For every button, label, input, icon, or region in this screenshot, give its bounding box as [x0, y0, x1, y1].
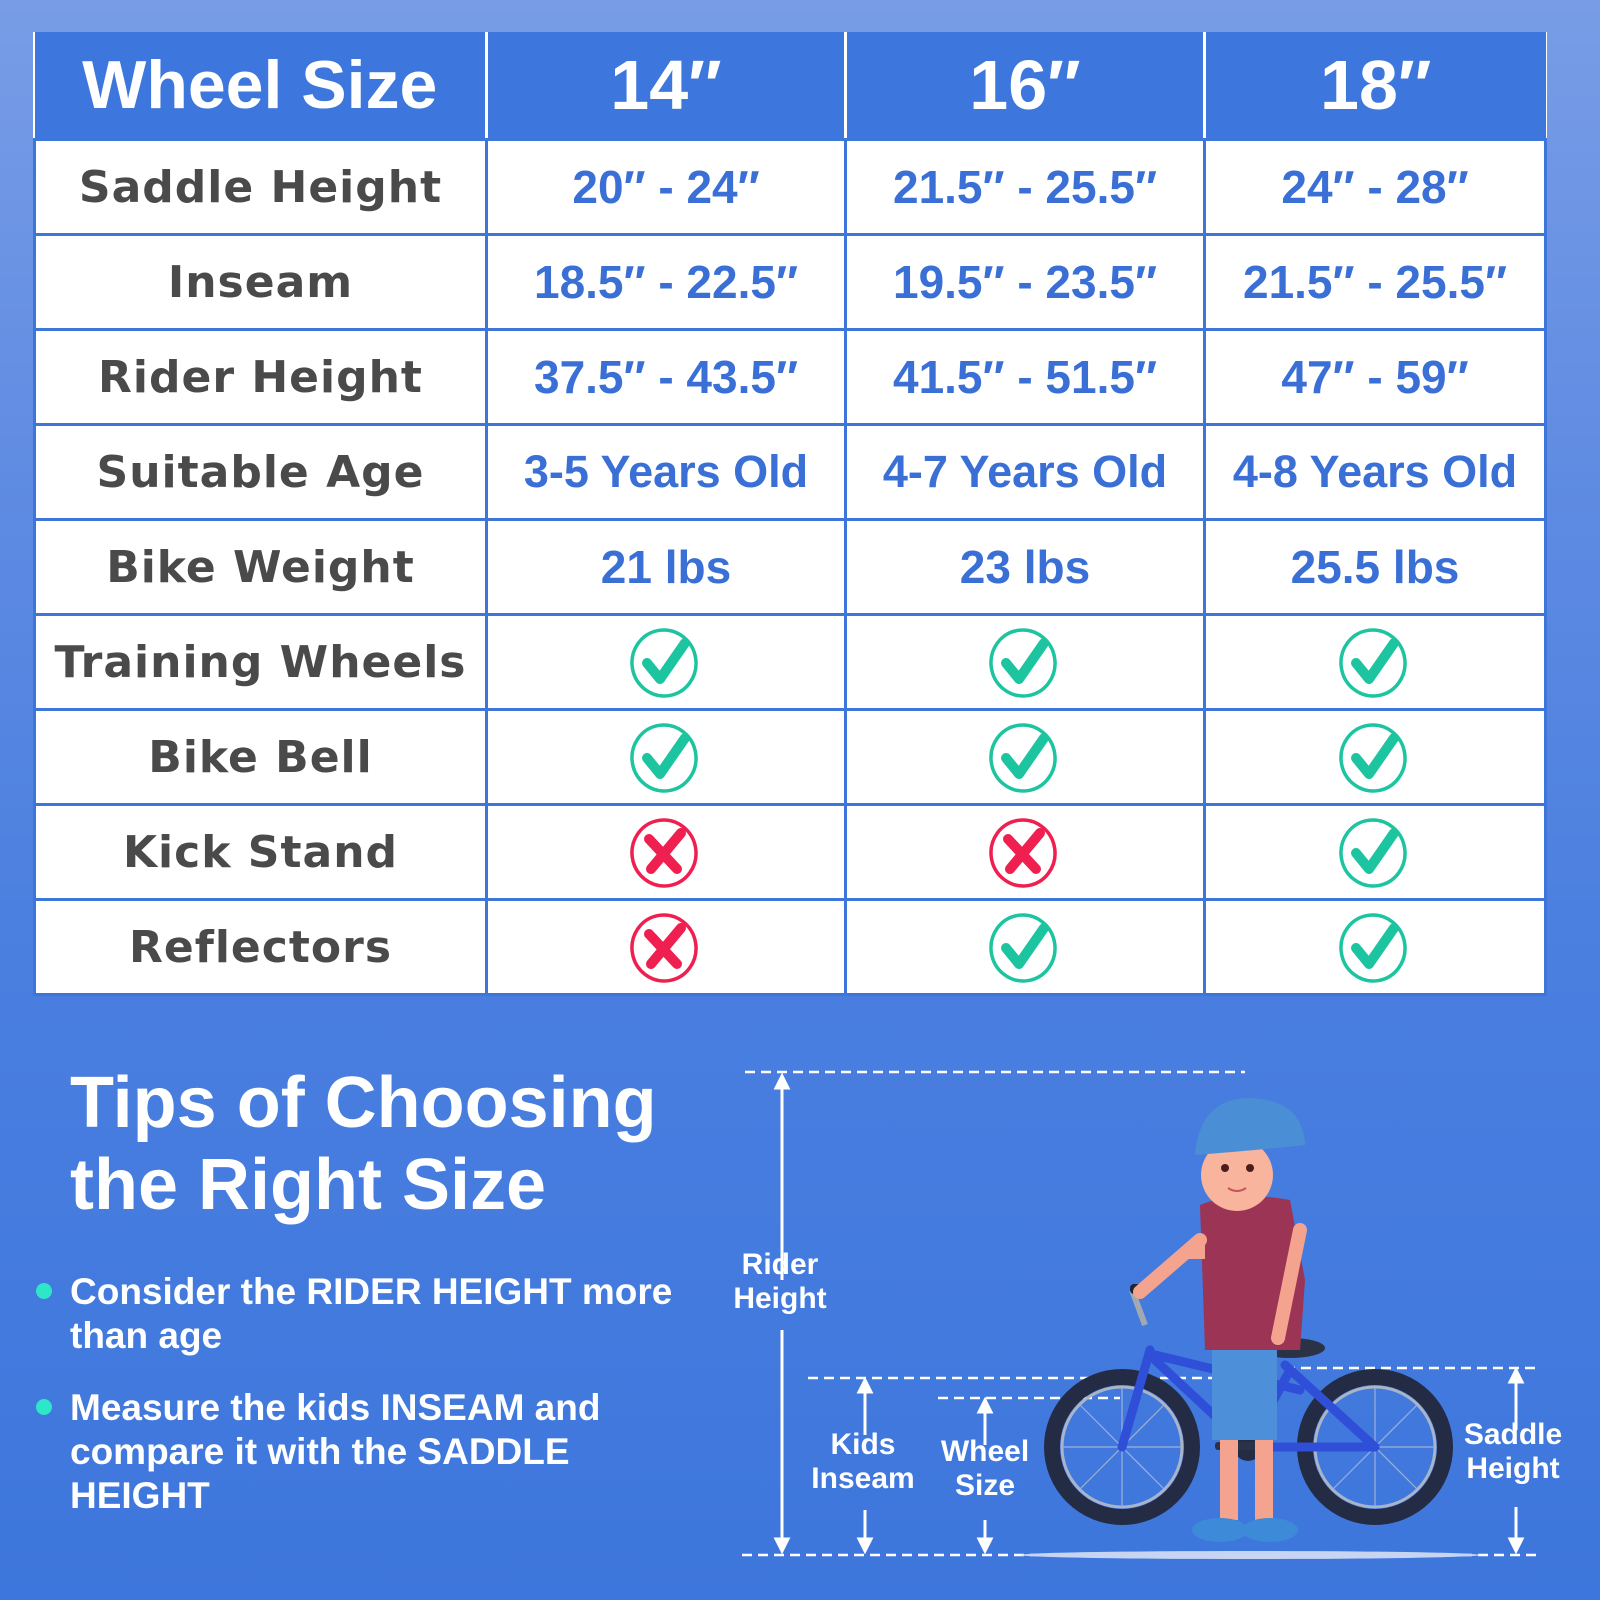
cross-circle-icon — [627, 913, 705, 983]
table-cell — [844, 898, 1206, 996]
check-circle-icon — [1336, 723, 1414, 793]
table-cell: 4-7 Years Old — [844, 423, 1206, 521]
table-cell — [485, 898, 847, 996]
tips-title-line2: the Right Size — [70, 1145, 547, 1225]
tip-item-rider-height: Consider the RIDER HEIGHT more than age — [30, 1270, 710, 1358]
header-14-inch: 14″ — [485, 32, 847, 141]
table-cell — [485, 803, 847, 901]
row-label-training-wheels: Training Wheels — [33, 613, 488, 711]
check-circle-icon — [1336, 913, 1414, 983]
table-row-kick-stand: Kick Stand — [33, 803, 1547, 901]
cross-circle-icon — [627, 818, 705, 888]
row-label-kick-stand: Kick Stand — [33, 803, 488, 901]
check-circle-icon — [986, 628, 1064, 698]
table-cell — [1203, 898, 1547, 996]
row-label-inseam: Inseam — [33, 233, 488, 331]
header-18-inch: 18″ — [1203, 32, 1546, 141]
bullet-dot-icon — [36, 1399, 52, 1415]
tips-title-line1: Tips of Choosing — [70, 1063, 657, 1143]
check-circle-icon — [986, 723, 1064, 793]
check-circle-icon — [627, 628, 705, 698]
kids-inseam-label: Kids Inseam — [811, 1428, 915, 1495]
bullet-dot-icon — [36, 1283, 52, 1299]
check-circle-icon — [1336, 818, 1414, 888]
size-chart-header-row: Wheel Size 14″ 16″ 18″ — [34, 32, 1546, 141]
tip-text: Consider the RIDER HEIGHT more than age — [70, 1271, 673, 1356]
row-label-bike-bell: Bike Bell — [33, 708, 488, 806]
table-row-training-wheels: Training Wheels — [33, 613, 1547, 711]
table-cell: 20″ - 24″ — [485, 138, 847, 236]
rider-height-label: Rider Height — [733, 1248, 827, 1315]
table-cell: 24″ - 28″ — [1203, 138, 1547, 236]
table-cell: 21 lbs — [485, 518, 847, 616]
table-cell: 19.5″ - 23.5″ — [844, 233, 1206, 331]
table-cell — [485, 708, 847, 806]
table-row-bike-bell: Bike Bell — [33, 708, 1547, 806]
measurement-lines-illustration — [742, 1070, 1540, 1559]
table-cell: 41.5″ - 51.5″ — [844, 328, 1206, 426]
row-label-bike-weight: Bike Weight — [33, 518, 488, 616]
tips-title: Tips of Choosing the Right Size — [70, 1062, 657, 1226]
table-cell — [1203, 803, 1547, 901]
row-label-rider-height: Rider Height — [33, 328, 488, 426]
table-row-reflectors: Reflectors — [33, 898, 1547, 996]
table-cell: 47″ - 59″ — [1203, 328, 1547, 426]
table-cell — [1203, 708, 1547, 806]
table-row-saddle-height: Saddle Height 20″ - 24″ 21.5″ - 25.5″ 24″ -… — [33, 138, 1547, 236]
row-label-reflectors: Reflectors — [33, 898, 488, 996]
sizing-diagram: Rider Height Kids Inseam Wheel Size Sadd… — [700, 1030, 1600, 1600]
size-chart-body: Saddle Height 20″ - 24″ 21.5″ - 25.5″ 24″ -… — [33, 138, 1547, 996]
table-cell — [844, 613, 1206, 711]
table-cell: 21.5″ - 25.5″ — [1203, 233, 1547, 331]
table-cell: 25.5 lbs — [1203, 518, 1547, 616]
table-cell — [844, 803, 1206, 901]
wheel-size-label: Wheel Size — [940, 1435, 1030, 1502]
table-row-inseam: Inseam 18.5″ - 22.5″ 19.5″ - 23.5″ 21.5″ - … — [33, 233, 1547, 331]
tip-item-inseam: Measure the kids INSEAM and compare it w… — [30, 1386, 710, 1518]
table-row-suitable-age: Suitable Age 3-5 Years Old 4-7 Years Old 4-… — [33, 423, 1547, 521]
table-cell: 18.5″ - 22.5″ — [485, 233, 847, 331]
table-cell: 23 lbs — [844, 518, 1206, 616]
table-cell — [485, 613, 847, 711]
header-wheel-size: Wheel Size — [34, 32, 488, 141]
table-row-rider-height: Rider Height 37.5″ - 43.5″ 41.5″ - 51.5″ 47… — [33, 328, 1547, 426]
table-cell: 3-5 Years Old — [485, 423, 847, 521]
tip-text: Measure the kids INSEAM and compare it w… — [70, 1387, 601, 1516]
table-row-bike-weight: Bike Weight 21 lbs 23 lbs 25.5 lbs — [33, 518, 1547, 616]
table-cell — [844, 708, 1206, 806]
check-circle-icon — [1336, 628, 1414, 698]
table-cell: 4-8 Years Old — [1203, 423, 1547, 521]
row-label-suitable-age: Suitable Age — [33, 423, 488, 521]
cross-circle-icon — [986, 818, 1064, 888]
table-cell: 37.5″ - 43.5″ — [485, 328, 847, 426]
table-cell: 21.5″ - 25.5″ — [844, 138, 1206, 236]
check-circle-icon — [627, 723, 705, 793]
size-chart-table: Wheel Size 14″ 16″ 18″ Saddle Height 20″ … — [33, 32, 1547, 996]
table-cell — [1203, 613, 1547, 711]
header-16-inch: 16″ — [844, 32, 1206, 141]
child-illustration — [1133, 1098, 1307, 1542]
row-label-saddle-height: Saddle Height — [33, 138, 488, 236]
check-circle-icon — [986, 913, 1064, 983]
saddle-height-label: Saddle Height — [1463, 1418, 1563, 1485]
tips-list: Consider the RIDER HEIGHT more than age … — [30, 1270, 710, 1546]
